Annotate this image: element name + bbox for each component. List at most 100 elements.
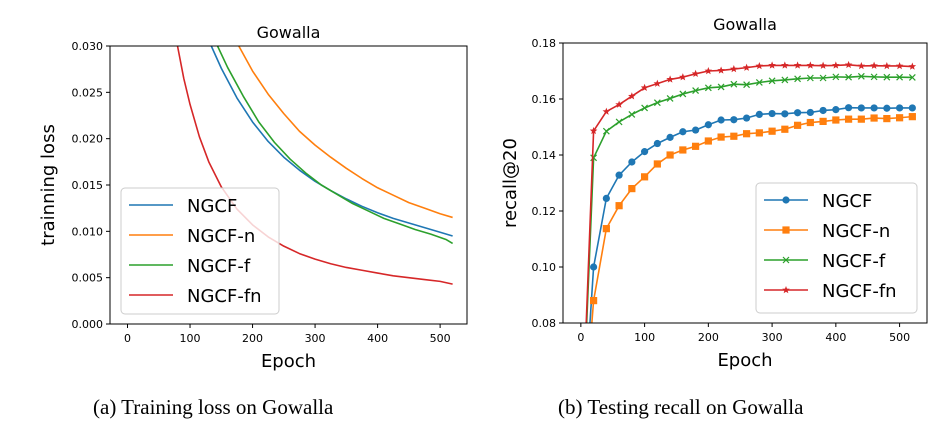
y-axis-label: trainning loss [38, 124, 59, 246]
series-group [585, 60, 917, 323]
data-point [794, 75, 802, 83]
y-tick-label: 0.005 [72, 272, 104, 285]
data-point [832, 61, 840, 69]
data-point [589, 263, 598, 271]
data-point [589, 297, 598, 305]
data-point [857, 104, 865, 112]
data-point [781, 110, 789, 118]
data-point [628, 92, 636, 100]
legend-marker [782, 286, 790, 294]
data-point [589, 126, 598, 135]
series-ngcf-n [238, 46, 453, 219]
caption-b: (b) Testing recall on Gowalla [558, 395, 804, 419]
data-point [844, 104, 853, 112]
data-point [742, 63, 751, 71]
data-point [870, 114, 878, 122]
plot-frame [562, 42, 928, 324]
data-point [755, 61, 764, 70]
series-line [176, 46, 453, 285]
data-point [819, 61, 827, 69]
legend-item: NGCF-fn [129, 286, 262, 307]
data-point [679, 73, 687, 81]
data-point [602, 107, 611, 115]
y-axis-ticks: 0.08 0.10 0.12 0.14 0.16 0.18 [532, 37, 563, 330]
x-tick-label: 500 [889, 331, 910, 344]
legend-box [755, 182, 918, 314]
training-loss-chart: Gowalla 0 100 200 300 400 500 0.000 0.005 0.010… [38, 23, 468, 372]
x-tick-label: 100 [634, 331, 655, 344]
data-point [653, 99, 661, 107]
data-point [679, 146, 687, 154]
data-point [640, 173, 649, 181]
data-point [908, 113, 916, 121]
data-point [679, 90, 687, 98]
x-tick-label: 0 [577, 331, 584, 344]
data-point [602, 127, 610, 135]
legend-label: NGCF-fn [187, 286, 262, 307]
legend-item: NGCF-f [129, 256, 251, 277]
x-tick-label: 300 [762, 331, 783, 344]
data-point [793, 121, 802, 129]
data-point [883, 104, 891, 112]
data-point [768, 77, 776, 85]
data-point [806, 61, 815, 69]
x-tick-label: 300 [305, 332, 326, 345]
legend-item: NGCF-n [129, 226, 255, 247]
y-tick-label: 0.015 [72, 179, 104, 192]
data-point [615, 100, 623, 108]
legend-box [120, 187, 280, 315]
legend-label: NGCF [822, 191, 872, 212]
data-point [908, 104, 916, 112]
legend: NGCF NGCF-n NGCF-f NGCF-fn [120, 187, 280, 315]
data-point [692, 87, 700, 95]
data-point [857, 72, 865, 80]
data-point [895, 61, 904, 70]
chart-title: Gowalla [257, 23, 321, 42]
legend-marker [782, 256, 790, 264]
data-point [870, 73, 878, 81]
data-point [730, 65, 738, 73]
data-point [857, 61, 866, 70]
legend-label: NGCF-f [822, 251, 886, 272]
y-axis-ticks: 0.000 0.005 0.010 0.015 0.020 0.025 0.030 [72, 40, 110, 331]
x-tick-label: 400 [367, 332, 388, 345]
data-point [806, 74, 814, 82]
data-point [730, 116, 738, 124]
x-axis-ticks: 0 100 200 300 400 500 [577, 323, 910, 344]
y-tick-label: 0.030 [72, 40, 104, 53]
legend-item: NGCF-f [764, 251, 886, 272]
data-point [742, 130, 751, 138]
data-point [640, 148, 649, 156]
y-tick-label: 0.14 [532, 149, 557, 162]
legend: NGCF NGCF-n NGCF-f NGCF-fn [755, 182, 918, 314]
series-ngcf [589, 104, 916, 323]
legend-item: NGCF [129, 196, 237, 217]
data-point [832, 106, 840, 114]
data-point [895, 114, 904, 122]
y-tick-label: 0.10 [532, 261, 557, 274]
data-point [742, 114, 751, 122]
series-ngcf-n [589, 113, 916, 323]
series-ngcf-fn [176, 46, 453, 285]
y-tick-label: 0.16 [532, 93, 557, 106]
data-point [602, 225, 610, 233]
x-tick-label: 0 [124, 332, 131, 345]
data-point [666, 151, 674, 159]
data-point [628, 185, 636, 193]
data-point [590, 154, 598, 162]
legend-marker [782, 196, 790, 204]
data-point [870, 104, 878, 112]
y-tick-label: 0.12 [532, 205, 557, 218]
data-point [845, 73, 853, 81]
y-tick-label: 0.18 [532, 37, 557, 50]
x-axis-label: Epoch [717, 350, 772, 371]
data-point [883, 115, 891, 123]
data-point [793, 109, 802, 117]
legend-label: NGCF-f [187, 256, 251, 277]
x-tick-label: 200 [698, 331, 719, 344]
data-point [883, 73, 891, 81]
data-point [666, 133, 674, 141]
y-axis-label: recall@20 [500, 138, 521, 228]
data-point [615, 202, 623, 210]
data-point [883, 61, 891, 70]
